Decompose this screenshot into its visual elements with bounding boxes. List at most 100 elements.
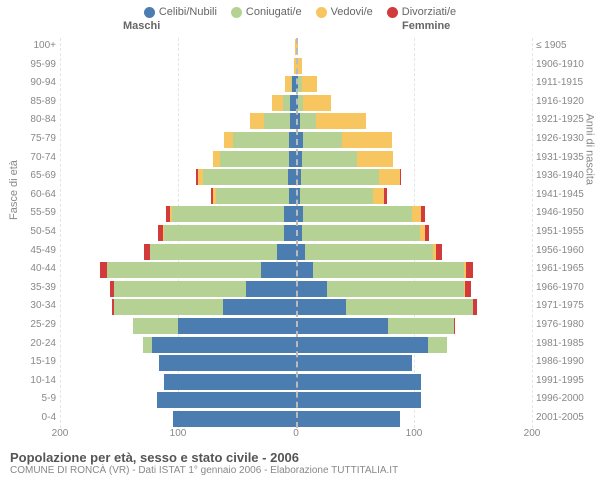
age-label: 85-89: [18, 96, 56, 107]
birth-year-label: 1921-1925: [536, 114, 596, 125]
legend-item: Vedovi/e: [316, 6, 373, 18]
legend-label: Coniugati/e: [246, 6, 302, 18]
bar-segment: [302, 225, 420, 241]
age-label: 20-24: [18, 338, 56, 349]
birth-year-label: ≤ 1905: [536, 40, 596, 51]
legend-swatch: [231, 7, 242, 18]
bar-segment: [159, 355, 296, 371]
bar-segment: [296, 411, 400, 427]
birth-year-label: 1996-2000: [536, 393, 596, 404]
bar-segment: [107, 262, 260, 278]
birth-year-label: 1956-1960: [536, 245, 596, 256]
bar-female: [296, 318, 455, 334]
bar-segment: [114, 299, 223, 315]
birth-year-label: 2001-2005: [536, 412, 596, 423]
bar-segment: [388, 318, 454, 334]
bar-male: [213, 151, 296, 167]
bar-female: [296, 206, 425, 222]
bar-female: [296, 244, 442, 260]
age-label: 30-34: [18, 300, 56, 311]
bar-female: [296, 188, 387, 204]
age-label: 95-99: [18, 59, 56, 70]
bar-male: [144, 244, 296, 260]
bar-segment: [302, 76, 317, 92]
bar-segment: [289, 151, 296, 167]
age-label: 60-64: [18, 189, 56, 200]
birth-year-label: 1986-1990: [536, 356, 596, 367]
bar-segment: [296, 299, 346, 315]
age-label: 75-79: [18, 133, 56, 144]
bar-segment: [373, 188, 385, 204]
age-label: 65-69: [18, 170, 56, 181]
age-label: 35-39: [18, 282, 56, 293]
bar-segment: [342, 132, 392, 148]
bar-segment: [272, 95, 283, 111]
bar-segment: [436, 244, 442, 260]
age-label: 70-74: [18, 152, 56, 163]
bar-segment: [178, 318, 296, 334]
bar-segment: [284, 225, 296, 241]
bar-segment: [465, 281, 471, 297]
header-male: Maschi: [123, 20, 160, 32]
bar-female: [296, 95, 331, 111]
bar-segment: [313, 262, 464, 278]
legend-item: Divorziati/e: [387, 6, 456, 18]
bar-segment: [357, 151, 392, 167]
bar-segment: [327, 281, 464, 297]
bar-segment: [296, 337, 428, 353]
bar-male: [224, 132, 296, 148]
bar-segment: [250, 113, 264, 129]
age-label: 15-19: [18, 356, 56, 367]
bar-female: [296, 411, 400, 427]
bar-segment: [172, 206, 284, 222]
bar-segment: [300, 113, 317, 129]
bar-segment: [288, 169, 296, 185]
bar-male: [133, 318, 296, 334]
bar-segment: [303, 95, 331, 111]
bar-segment: [261, 262, 296, 278]
bar-segment: [473, 299, 477, 315]
age-label: 100+: [18, 40, 56, 51]
age-label: 10-14: [18, 375, 56, 386]
legend-label: Vedovi/e: [331, 6, 373, 18]
legend-label: Divorziati/e: [402, 6, 456, 18]
birth-year-label: 1976-1980: [536, 319, 596, 330]
bar-segment: [284, 206, 296, 222]
bar-segment: [296, 355, 412, 371]
birth-year-label: 1961-1965: [536, 263, 596, 274]
bar-segment: [296, 318, 388, 334]
x-tick: 0: [293, 428, 299, 439]
age-label: 5-9: [18, 393, 56, 404]
bar-male: [158, 225, 296, 241]
bar-segment: [466, 262, 473, 278]
bar-segment: [220, 151, 288, 167]
bar-segment: [301, 169, 379, 185]
legend-swatch: [316, 7, 327, 18]
bar-segment: [213, 151, 220, 167]
bar-segment: [233, 132, 288, 148]
bar-segment: [421, 206, 425, 222]
birth-year-label: 1936-1940: [536, 170, 596, 181]
legend-swatch: [144, 7, 155, 18]
bar-male: [166, 206, 296, 222]
birth-year-label: 1941-1945: [536, 189, 596, 200]
bar-male: [110, 281, 296, 297]
bar-female: [296, 151, 393, 167]
bar-segment: [223, 299, 296, 315]
x-tick: 100: [406, 428, 423, 439]
bar-female: [296, 392, 421, 408]
bar-male: [285, 76, 296, 92]
bar-male: [100, 262, 296, 278]
x-tick: 200: [52, 428, 69, 439]
birth-year-label: 1916-1920: [536, 96, 596, 107]
bar-female: [296, 132, 392, 148]
bar-female: [296, 262, 473, 278]
bar-segment: [300, 188, 373, 204]
legend-label: Celibi/Nubili: [159, 6, 217, 18]
bar-segment: [283, 95, 290, 111]
bar-segment: [173, 411, 296, 427]
bar-segment: [316, 113, 366, 129]
center-divider: [296, 38, 298, 428]
birth-year-label: 1931-1935: [536, 152, 596, 163]
population-pyramid-chart: Celibi/Nubili Coniugati/e Vedovi/e Divorzia…: [0, 0, 600, 500]
